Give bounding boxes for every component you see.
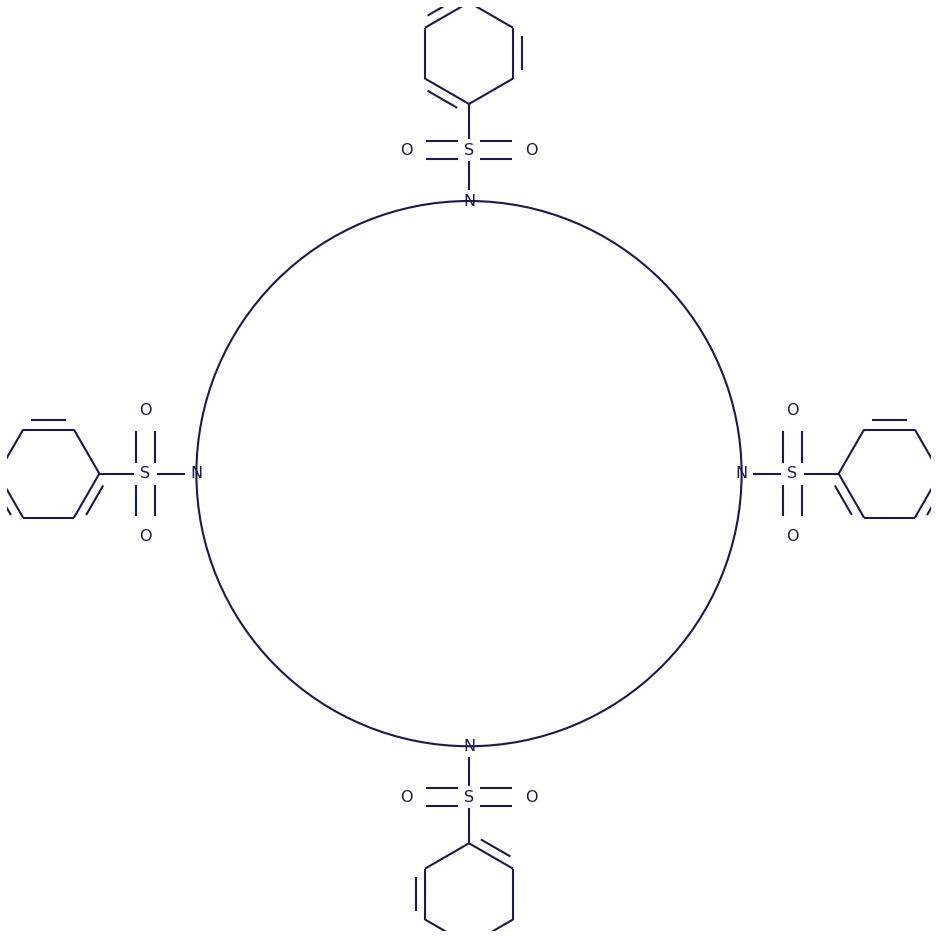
Text: O: O bbox=[786, 403, 798, 418]
Text: N: N bbox=[190, 466, 203, 481]
Text: S: S bbox=[464, 143, 474, 158]
Text: O: O bbox=[525, 143, 538, 158]
Text: N: N bbox=[463, 739, 475, 754]
Text: S: S bbox=[464, 790, 474, 805]
Text: O: O bbox=[400, 143, 413, 158]
Text: S: S bbox=[141, 466, 151, 481]
Text: N: N bbox=[463, 193, 475, 208]
Text: O: O bbox=[140, 529, 152, 544]
Text: O: O bbox=[400, 790, 413, 805]
Text: S: S bbox=[787, 466, 797, 481]
Text: O: O bbox=[786, 529, 798, 544]
Text: O: O bbox=[525, 790, 538, 805]
Text: N: N bbox=[735, 466, 748, 481]
Text: O: O bbox=[140, 403, 152, 418]
